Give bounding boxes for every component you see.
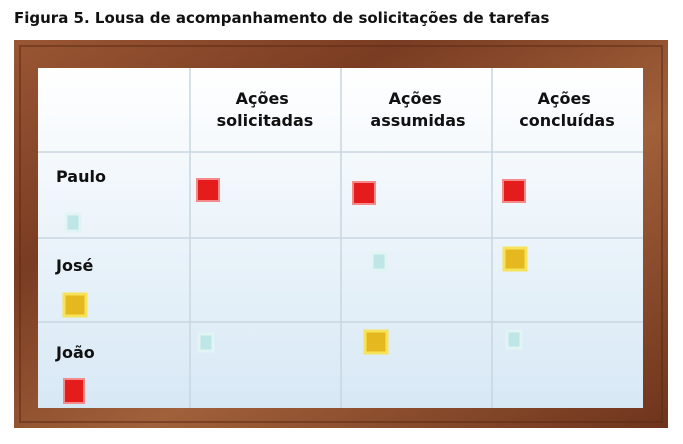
row-name: José [55,256,93,275]
row-name: Paulo [56,167,106,186]
header-line: Ações [236,89,289,108]
header-line: Ações [538,89,591,108]
frame-edge [19,45,663,423]
row-name: João [55,343,95,362]
yellow-note [363,329,389,355]
red-note [352,181,376,205]
cyan-note [505,329,523,350]
cyan-note [64,212,82,233]
grid [38,68,643,408]
column-header: Ações concluídas [519,89,614,130]
figure-title: Figura 5. Lousa de acompanhamento de sol… [14,9,549,27]
red-note [196,178,220,202]
column-header: Ações assumidas [370,89,465,130]
yellow-note [62,292,88,318]
yellow-note [502,246,528,272]
header-line: assumidas [370,111,465,130]
header-line: concluídas [519,111,614,130]
red-note [502,179,526,203]
column-header: Ações solicitadas [217,89,314,130]
cyan-note [197,332,215,353]
header-line: Ações [389,89,442,108]
red-note [63,378,85,404]
cyan-note [370,251,388,272]
notes [62,178,528,404]
header-line: solicitadas [217,111,314,130]
